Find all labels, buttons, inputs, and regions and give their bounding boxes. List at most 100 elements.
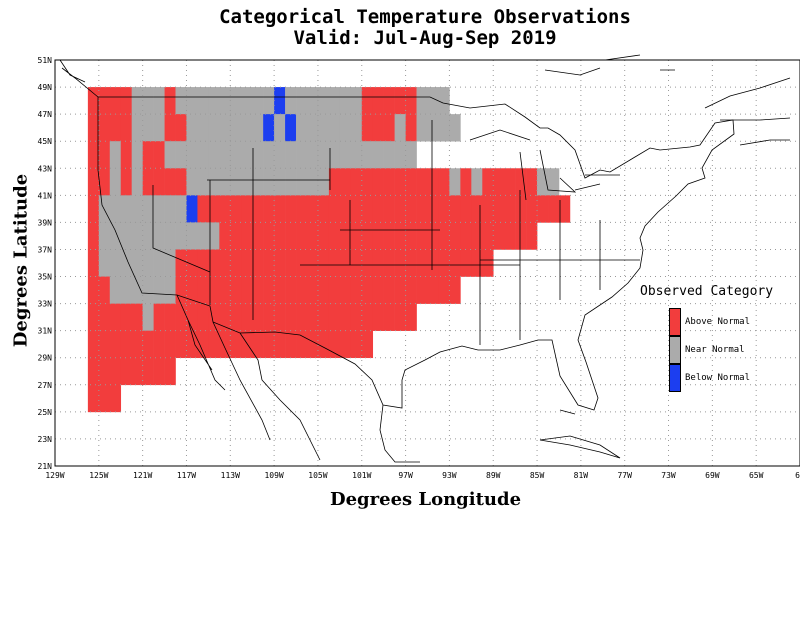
grid-cell xyxy=(416,114,428,142)
grid-cell xyxy=(197,222,209,250)
grid-cell xyxy=(515,222,527,250)
grid-cell xyxy=(109,87,122,115)
grid-cell xyxy=(306,195,319,223)
canada-coast xyxy=(704,77,791,146)
grid-cell xyxy=(394,303,406,331)
grid-cell xyxy=(427,87,439,115)
grid-cell xyxy=(405,114,417,142)
grid-cell xyxy=(372,168,384,196)
grid-cell xyxy=(394,168,406,196)
grid-cell xyxy=(208,276,220,304)
grid-cell xyxy=(219,276,231,304)
grid-cell xyxy=(164,195,176,223)
grid-cell xyxy=(98,141,111,169)
grid-cell xyxy=(317,222,330,250)
legend-swatch-above xyxy=(669,308,681,336)
grid-cell xyxy=(186,114,198,142)
grid-cell xyxy=(120,195,132,223)
grid-cell xyxy=(405,276,417,304)
grid-cell xyxy=(449,249,461,277)
grid-cell xyxy=(263,222,275,250)
grid-cell xyxy=(208,249,220,277)
grid-cell xyxy=(175,195,187,223)
grid-cell xyxy=(153,357,165,386)
grid-cell xyxy=(438,114,450,142)
grid-cell xyxy=(241,249,253,277)
grid-cell xyxy=(328,114,341,142)
grid-cell xyxy=(438,276,450,304)
grid-cell xyxy=(306,141,319,169)
grid-cell xyxy=(142,303,154,331)
grid-cell xyxy=(482,168,494,196)
grid-cell xyxy=(306,249,319,277)
grid-cell xyxy=(493,222,505,250)
grid-cell xyxy=(449,195,461,223)
grid-cell xyxy=(98,357,111,386)
grid-cell xyxy=(296,168,308,196)
grid-cell xyxy=(394,276,406,304)
grid-cell xyxy=(153,276,165,304)
grid-cell xyxy=(241,114,253,142)
grid-cell xyxy=(252,276,264,304)
grid-cell xyxy=(471,249,483,277)
grid-cell xyxy=(252,141,264,169)
x-tick-label: 129W xyxy=(45,471,64,480)
grid-cell xyxy=(449,168,461,196)
grid-cell xyxy=(230,141,242,169)
grid-cell xyxy=(394,114,406,142)
grid-cell xyxy=(427,276,439,304)
grid-cell xyxy=(296,141,308,169)
legend-item-below: Below Normal xyxy=(669,364,750,392)
grid-cell xyxy=(438,249,450,277)
grid-cell xyxy=(175,330,187,359)
grid-cell xyxy=(142,114,154,142)
grid-cell xyxy=(383,87,395,115)
grid-cell xyxy=(306,330,319,359)
grid-cell xyxy=(274,330,286,359)
grid-cell xyxy=(98,276,111,304)
grid-cell xyxy=(416,276,428,304)
grid-cell xyxy=(263,249,275,277)
grid-cell xyxy=(98,222,111,250)
grid-cell xyxy=(109,276,122,304)
grid-cell xyxy=(405,168,417,196)
grid-cell xyxy=(339,168,352,196)
x-tick-label: 89W xyxy=(486,471,501,480)
grid-cell xyxy=(109,168,122,196)
grid-cell xyxy=(87,330,100,359)
x-tick-label: 81W xyxy=(574,471,589,480)
grid-cell xyxy=(219,303,231,331)
grid-cell xyxy=(164,357,176,386)
grid-cell xyxy=(219,222,231,250)
grid-cell xyxy=(372,303,384,331)
grid-cell xyxy=(131,276,143,304)
grid-cell xyxy=(131,168,143,196)
grid-cell xyxy=(317,114,330,142)
grid-cell xyxy=(504,168,516,196)
grid-cell xyxy=(131,195,143,223)
grid-cell xyxy=(164,249,176,277)
grid-cell xyxy=(186,141,198,169)
grid-cell xyxy=(317,168,330,196)
grid-cell xyxy=(274,141,286,169)
grid-cell xyxy=(197,330,209,359)
grid-cell xyxy=(361,141,374,169)
grid-cell xyxy=(339,303,352,331)
grid-cell xyxy=(197,249,209,277)
grid-cell xyxy=(350,114,363,142)
grid-cell xyxy=(241,276,253,304)
grid-cell xyxy=(263,276,275,304)
grid-cell xyxy=(241,168,253,196)
grid-cell xyxy=(394,222,406,250)
grid-cell xyxy=(285,195,297,223)
grid-cell xyxy=(164,222,176,250)
grid-cell xyxy=(120,303,132,331)
grid-cell xyxy=(427,114,439,142)
grid-cell xyxy=(285,114,297,142)
grid-cell xyxy=(109,357,122,386)
grid-cell xyxy=(471,195,483,223)
x-tick-label: 77W xyxy=(617,471,632,480)
grid-cell xyxy=(263,330,275,359)
grid-cell xyxy=(274,303,286,331)
gulf-coast-mexico xyxy=(379,404,420,463)
